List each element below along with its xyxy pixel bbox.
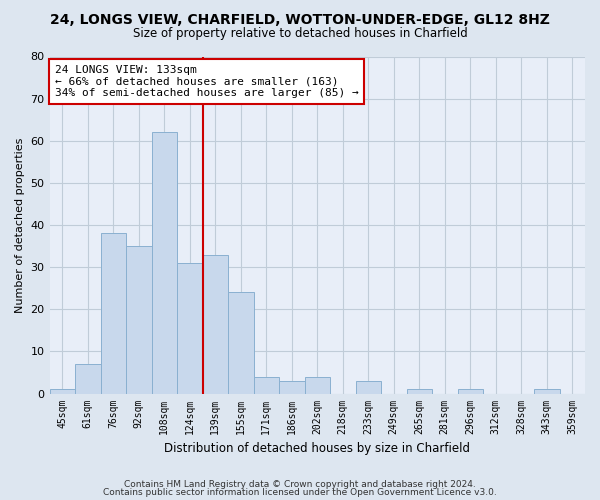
Bar [254, 376, 279, 394]
Bar [228, 292, 254, 394]
Bar [407, 390, 432, 394]
Bar [177, 263, 203, 394]
Text: 24 LONGS VIEW: 133sqm
← 66% of detached houses are smaller (163)
34% of semi-det: 24 LONGS VIEW: 133sqm ← 66% of detached … [55, 65, 359, 98]
Bar [356, 381, 381, 394]
Text: Contains HM Land Registry data © Crown copyright and database right 2024.: Contains HM Land Registry data © Crown c… [124, 480, 476, 489]
Bar [152, 132, 177, 394]
Bar [458, 390, 483, 394]
Bar [534, 390, 560, 394]
Text: 24, LONGS VIEW, CHARFIELD, WOTTON-UNDER-EDGE, GL12 8HZ: 24, LONGS VIEW, CHARFIELD, WOTTON-UNDER-… [50, 12, 550, 26]
Bar [203, 254, 228, 394]
Bar [101, 234, 126, 394]
Bar [126, 246, 152, 394]
Bar [305, 376, 330, 394]
Y-axis label: Number of detached properties: Number of detached properties [15, 138, 25, 312]
X-axis label: Distribution of detached houses by size in Charfield: Distribution of detached houses by size … [164, 442, 470, 455]
Bar [75, 364, 101, 394]
Text: Contains public sector information licensed under the Open Government Licence v3: Contains public sector information licen… [103, 488, 497, 497]
Text: Size of property relative to detached houses in Charfield: Size of property relative to detached ho… [133, 28, 467, 40]
Bar [50, 390, 75, 394]
Bar [279, 381, 305, 394]
